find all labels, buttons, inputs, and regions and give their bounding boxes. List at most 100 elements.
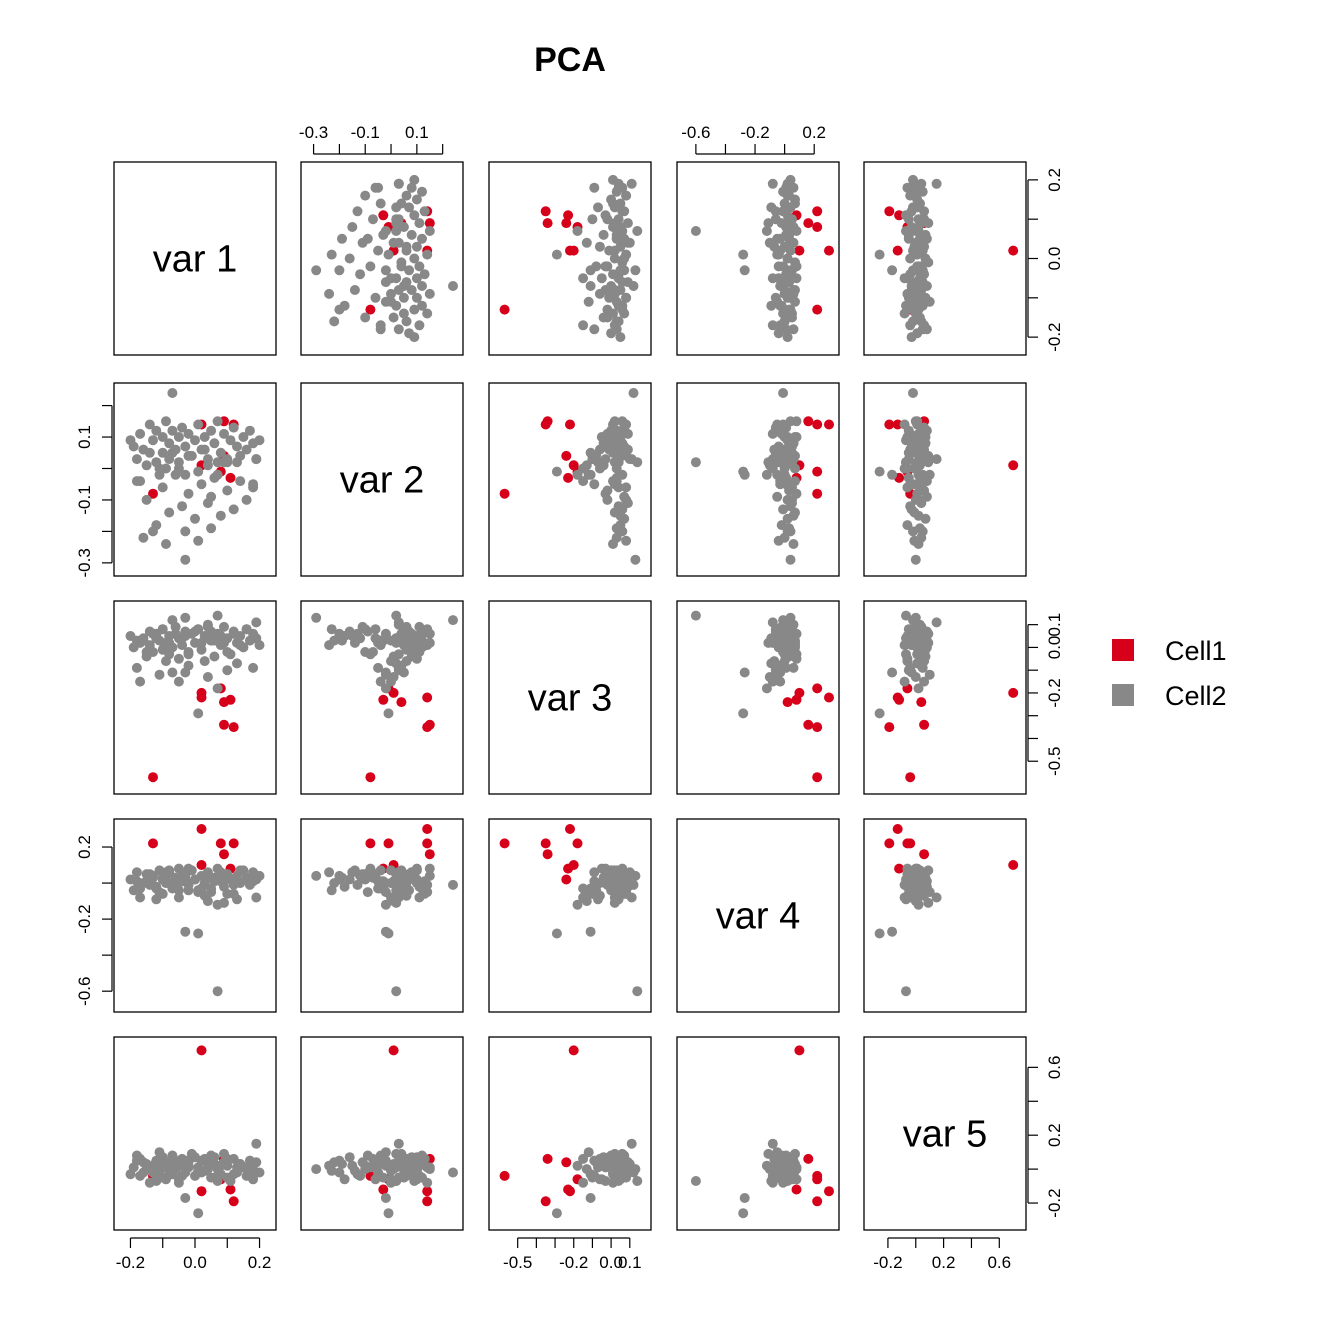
panel-r5-c5: var 5: [863, 1036, 1027, 1231]
tick-label: -0.3: [75, 548, 94, 577]
point-cell2: [311, 870, 322, 881]
point-cell2: [411, 194, 422, 205]
tick-label: -0.5: [1045, 747, 1064, 776]
point-cell2: [409, 870, 420, 881]
point-cell1: [422, 824, 433, 834]
tick-label: 0.6: [1045, 1056, 1064, 1080]
point-cell2: [910, 554, 921, 565]
point-cell2: [690, 226, 701, 236]
point-cell2: [365, 261, 376, 272]
tick-label: -0.1: [351, 123, 380, 142]
point-cell2: [772, 626, 783, 637]
point-cell2: [901, 300, 911, 311]
point-cell2: [212, 683, 223, 694]
tick-label: 0.2: [1045, 168, 1064, 192]
point-cell2: [551, 249, 562, 260]
diagonal-label: var 3: [528, 678, 612, 720]
panel-r3-c3: var 3: [488, 600, 652, 795]
point-cell2: [594, 890, 605, 901]
point-cell2: [621, 482, 632, 493]
panel-r2-c4: [676, 382, 840, 577]
point-cell2: [919, 476, 930, 487]
point-cell1: [365, 772, 376, 783]
point-cell2: [135, 476, 146, 487]
point-cell2: [767, 320, 778, 331]
point-cell2: [212, 986, 223, 997]
point-cell2: [393, 324, 404, 335]
point-cell2: [196, 479, 207, 490]
axes: -0.3 -0.1 0.1 -0.6 -0.2 0.2 -0.2 0.0 0.2 -0.5 -0.2…: [75, 123, 1064, 1272]
point-cell2: [905, 182, 916, 193]
point-cell2: [148, 435, 158, 446]
point-cell2: [235, 865, 246, 876]
point-cell2: [874, 466, 885, 477]
point-cell2: [401, 890, 412, 901]
point-cell2: [370, 624, 381, 635]
point-cell2: [632, 986, 643, 997]
point-cell2: [199, 432, 210, 442]
point-cell2: [383, 1208, 394, 1219]
point-cell2: [398, 222, 409, 232]
point-cell2: [784, 635, 795, 646]
point-cell2: [202, 672, 213, 682]
panel-frame: [863, 161, 1027, 356]
point-cell2: [241, 1164, 252, 1175]
point-cell2: [193, 466, 204, 477]
point-cell2: [615, 198, 626, 209]
point-cell2: [901, 986, 911, 997]
point-cell2: [380, 683, 391, 694]
point-cell2: [621, 190, 632, 201]
point-cell2: [585, 281, 596, 291]
point-cell2: [375, 198, 386, 209]
point-cell2: [630, 870, 641, 881]
point-cell1: [803, 719, 814, 730]
point-cell2: [235, 476, 246, 487]
tick-label: -0.2: [873, 1253, 902, 1272]
point-cell2: [931, 178, 942, 189]
point-cell2: [212, 1160, 223, 1171]
point-cell2: [908, 388, 918, 398]
point-cell2: [908, 435, 918, 446]
point-cell2: [409, 210, 420, 221]
point-cell2: [923, 218, 934, 229]
point-cell2: [183, 428, 194, 439]
point-cell2: [326, 624, 337, 635]
point-cell2: [380, 265, 391, 276]
point-cell1: [196, 824, 207, 834]
point-cell2: [157, 432, 168, 442]
point-cell2: [219, 637, 229, 648]
point-cell2: [228, 504, 239, 515]
point-cell2: [913, 226, 924, 236]
point-cell2: [788, 288, 799, 299]
point-cell2: [611, 523, 622, 534]
point-cell2: [209, 438, 220, 449]
point-cell2: [417, 186, 427, 197]
point-cell2: [788, 510, 799, 521]
point-cell2: [594, 288, 605, 299]
point-cell2: [594, 463, 605, 474]
point-cell2: [209, 651, 220, 662]
point-cell2: [180, 526, 191, 537]
point-cell2: [404, 265, 415, 276]
point-cell2: [791, 416, 802, 427]
point-cell2: [784, 214, 795, 225]
tick-label: -0.2: [75, 904, 94, 933]
panel-grid: var 1 var 2 var 3 var 4 var 5: [113, 161, 1027, 1231]
point-cell2: [914, 523, 925, 534]
point-cell2: [608, 198, 618, 209]
point-cell2: [248, 1170, 259, 1181]
point-cell2: [337, 872, 347, 883]
point-cell2: [596, 273, 607, 284]
point-cell2: [398, 292, 409, 303]
panel-r4-c3: [488, 818, 652, 1013]
point-cell2: [901, 633, 911, 644]
point-cell2: [763, 218, 774, 229]
point-cell2: [232, 1162, 242, 1173]
point-cell2: [578, 476, 589, 487]
point-cell2: [626, 454, 637, 465]
tick-label: 0.2: [802, 123, 826, 142]
point-cell2: [347, 222, 358, 232]
point-cell2: [324, 867, 335, 878]
point-cell2: [902, 878, 913, 889]
point-cell1: [561, 1157, 572, 1168]
